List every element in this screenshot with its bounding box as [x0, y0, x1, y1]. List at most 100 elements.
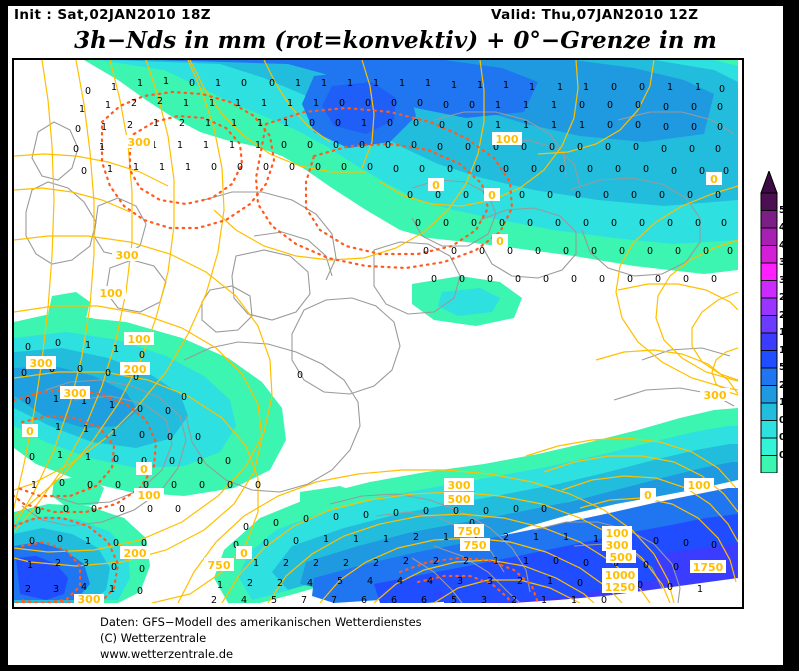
chart-sheet: Init : Sat,02JAN2010 18Z Valid: Thu,07JA…: [8, 6, 796, 665]
legend-tick-label: 0.5: [779, 414, 796, 426]
svg-text:0: 0: [341, 162, 347, 173]
svg-text:0: 0: [577, 142, 583, 153]
svg-text:0: 0: [541, 504, 547, 515]
svg-text:0: 0: [637, 580, 643, 591]
svg-text:0: 0: [691, 102, 697, 113]
svg-text:0: 0: [139, 430, 145, 441]
svg-text:0: 0: [447, 164, 453, 175]
svg-text:0: 0: [453, 506, 459, 517]
svg-text:0: 0: [315, 162, 321, 173]
svg-text:0: 0: [499, 218, 505, 229]
legend-swatch: [760, 192, 778, 212]
legend-tick-label: 1: [779, 397, 786, 408]
svg-text:6: 6: [421, 595, 427, 603]
svg-text:0: 0: [627, 274, 633, 285]
precipitation-legend[interactable]: 50 45 40 35 30 25 20 15 10 5 2 1 0.5 0.2 0.1: [760, 171, 796, 473]
svg-text:0: 0: [29, 452, 35, 463]
contour-labels: 300 300 100 100 200 300 300: [22, 132, 730, 603]
svg-text:0: 0: [715, 144, 721, 155]
svg-text:0: 0: [655, 274, 661, 285]
svg-text:2: 2: [55, 558, 61, 569]
svg-text:0: 0: [575, 190, 581, 201]
svg-text:0: 0: [699, 166, 705, 177]
svg-text:0: 0: [615, 164, 621, 175]
precip-value-labels: 0 1 1 1 0 1 0 0 1 1 1 1 1 1 1 1 1 1 1 1 0 0 1 1 0 1 1: [21, 76, 733, 603]
svg-text:0: 0: [605, 142, 611, 153]
svg-text:0: 0: [519, 190, 525, 201]
svg-text:0: 0: [387, 118, 393, 129]
svg-text:1: 1: [529, 82, 535, 93]
svg-text:2: 2: [463, 556, 469, 567]
svg-text:0: 0: [471, 218, 477, 229]
svg-text:0: 0: [293, 536, 299, 547]
svg-text:2: 2: [131, 98, 137, 109]
svg-text:0: 0: [59, 478, 65, 489]
svg-text:750: 750: [208, 559, 231, 572]
svg-text:0: 0: [563, 246, 569, 257]
svg-text:0: 0: [391, 98, 397, 109]
svg-text:0: 0: [633, 142, 639, 153]
map-panel[interactable]: 0 1 1 1 0 1 0 0 1 1 1 1 1 1 1 1 1 1 1 1 0 0 1 1 0 1 1: [12, 58, 744, 609]
svg-text:0: 0: [359, 140, 365, 151]
svg-text:0: 0: [141, 456, 147, 467]
svg-text:2: 2: [25, 584, 31, 595]
svg-text:0: 0: [663, 122, 669, 133]
credits-line-data: Daten: GFS−Modell des amerikanischen Wet…: [100, 615, 422, 629]
svg-text:0: 0: [459, 274, 465, 285]
svg-text:0: 0: [721, 218, 727, 229]
svg-text:1: 1: [477, 80, 483, 91]
svg-text:0: 0: [29, 536, 35, 547]
legend-tick-label: 10: [779, 344, 793, 356]
svg-text:1: 1: [321, 78, 327, 89]
svg-text:0: 0: [683, 274, 689, 285]
svg-text:4: 4: [241, 595, 247, 603]
svg-text:2: 2: [343, 558, 349, 569]
svg-text:1: 1: [159, 162, 165, 173]
svg-text:0: 0: [643, 164, 649, 175]
svg-text:3: 3: [481, 595, 487, 603]
legend-tick-label: 40: [779, 239, 793, 251]
svg-text:1250: 1250: [605, 581, 636, 594]
legend-swatch: [760, 297, 778, 317]
legend-tick-label: 30: [779, 274, 793, 286]
svg-text:1: 1: [81, 396, 87, 407]
svg-text:4: 4: [427, 576, 433, 587]
precipitation-map[interactable]: 0 1 1 1 0 1 0 0 1 1 1 1 1 1 1 1 1 1 1 1 0 0 1 1 0 1 1: [14, 60, 738, 603]
svg-text:0: 0: [521, 142, 527, 153]
svg-text:0: 0: [393, 508, 399, 519]
svg-text:0: 0: [469, 518, 475, 529]
svg-text:0: 0: [139, 564, 145, 575]
svg-text:1: 1: [523, 556, 529, 567]
svg-text:300: 300: [606, 539, 629, 552]
svg-text:0: 0: [225, 456, 231, 467]
svg-text:1: 1: [451, 80, 457, 91]
svg-text:0: 0: [57, 534, 63, 545]
svg-text:1750: 1750: [693, 561, 724, 574]
svg-text:6: 6: [391, 595, 397, 603]
svg-text:0: 0: [703, 246, 709, 257]
svg-text:2: 2: [283, 558, 289, 569]
svg-text:0: 0: [635, 100, 641, 111]
svg-text:1: 1: [347, 78, 353, 89]
svg-text:0: 0: [667, 582, 673, 593]
svg-text:0: 0: [465, 142, 471, 153]
svg-text:0: 0: [483, 506, 489, 517]
svg-text:0: 0: [175, 504, 181, 515]
svg-text:0: 0: [559, 164, 565, 175]
svg-text:0: 0: [335, 118, 341, 129]
svg-text:2: 2: [403, 556, 409, 567]
svg-text:0: 0: [579, 100, 585, 111]
svg-text:1: 1: [215, 78, 221, 89]
svg-text:1: 1: [361, 118, 367, 129]
svg-text:0: 0: [407, 190, 413, 201]
header-bar: Init : Sat,02JAN2010 18Z Valid: Thu,07JA…: [8, 6, 783, 25]
svg-text:0: 0: [683, 538, 689, 549]
svg-text:1: 1: [295, 78, 301, 89]
svg-text:2: 2: [277, 578, 283, 589]
svg-text:0: 0: [687, 190, 693, 201]
svg-text:0: 0: [263, 538, 269, 549]
legend-swatch: [760, 315, 778, 334]
svg-text:0: 0: [635, 120, 641, 131]
svg-text:2: 2: [373, 558, 379, 569]
svg-text:750: 750: [458, 525, 481, 538]
